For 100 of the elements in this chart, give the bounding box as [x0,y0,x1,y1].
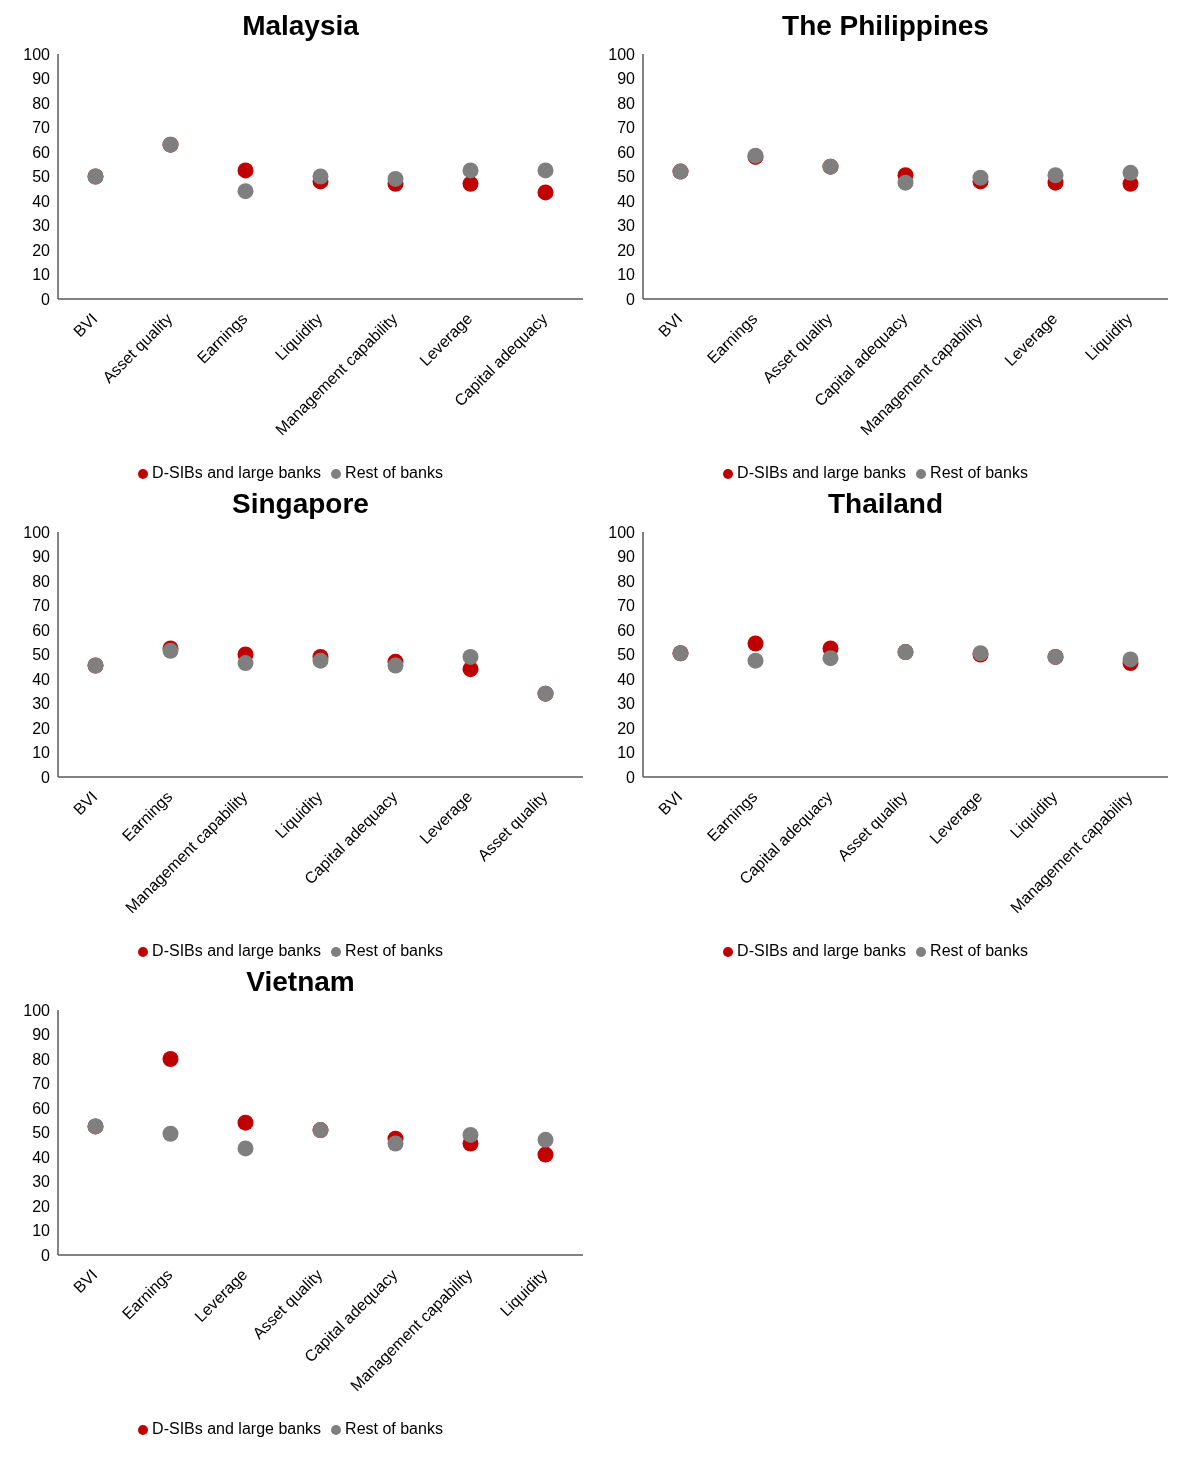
y-tick-label: 20 [617,241,636,259]
y-tick-label: 50 [617,168,636,186]
y-tick-label: 40 [32,670,51,688]
y-tick-label: 90 [32,548,51,566]
y-tick-label: 70 [32,597,51,615]
point [387,1135,404,1152]
point [747,635,764,652]
y-tick-label: 100 [608,45,636,63]
y-tick-label: 90 [32,70,51,88]
point [537,184,554,201]
y-tick-label: 10 [32,1222,51,1240]
y-tick-label: 20 [32,1197,51,1215]
point [237,183,254,200]
point [897,174,914,191]
y-tick-label: 30 [32,217,51,235]
point [312,168,329,185]
y-tick-label: 40 [617,192,636,210]
legend-label: D-SIBs and large banks [152,942,322,959]
chart-title: Malaysia [241,9,360,43]
legend-label: D-SIBs and large banks [737,942,907,959]
y-tick-label: 0 [41,1246,51,1264]
y-tick-label: 30 [32,695,51,713]
y-tick-label: 10 [32,744,51,762]
y-tick-label: 70 [32,119,51,137]
legend-label: Rest of banks [930,942,1028,959]
point [537,1146,554,1163]
legend-label: Rest of banks [345,464,443,481]
point [312,652,329,669]
chart-title: Singapore [231,487,370,521]
y-tick-label: 60 [32,621,51,639]
point [537,1131,554,1148]
y-tick-label: 100 [23,1001,51,1019]
y-tick-label: 70 [617,597,636,615]
y-tick-label: 50 [32,646,51,664]
y-tick-label: 60 [617,621,636,639]
y-tick-label: 100 [608,523,636,541]
y-tick-label: 60 [32,143,51,161]
point [462,175,479,192]
x-tick-label: BVI [655,309,686,341]
y-tick-label: 50 [32,168,51,186]
y-tick-label: 20 [32,719,51,737]
y-tick-label: 30 [32,1173,51,1191]
y-tick-label: 70 [32,1075,51,1093]
y-tick-label: 10 [32,266,51,284]
point [162,1051,179,1067]
y-tick-label: 40 [32,192,51,210]
legend-label: D-SIBs and large banks [152,464,322,481]
legend-label: D-SIBs and large banks [152,1420,322,1437]
point [462,1126,479,1143]
x-tick-label: BVI [70,309,101,341]
x-tick-label: BVI [70,1265,101,1297]
y-tick-label: 40 [32,1148,51,1166]
legend-label: Rest of banks [930,464,1028,481]
y-tick-label: 20 [32,241,51,259]
point [237,655,254,672]
y-tick-label: 90 [617,548,636,566]
point [162,1125,179,1142]
chart-title: Thailand [826,487,945,521]
y-tick-label: 0 [41,290,51,308]
y-tick-label: 10 [617,266,636,284]
y-tick-label: 30 [617,695,636,713]
point [972,169,989,186]
point [237,1140,254,1157]
y-tick-label: 100 [23,45,51,63]
point [822,650,839,667]
legend-label: Rest of banks [345,1420,443,1437]
y-tick-label: 80 [32,1050,51,1068]
y-tick-label: 90 [617,70,636,88]
y-tick-label: 40 [617,670,636,688]
y-tick-label: 30 [617,217,636,235]
point [1122,651,1139,668]
x-tick-label: BVI [70,787,101,819]
chart-title: Vietnam [245,965,356,999]
x-tick-label: BVI [655,787,686,819]
y-tick-label: 50 [617,646,636,664]
point [747,652,764,669]
y-tick-label: 100 [23,523,51,541]
y-tick-label: 80 [617,572,636,590]
point [237,1114,254,1131]
y-tick-label: 90 [32,1026,51,1044]
y-tick-label: 80 [32,94,51,112]
point [1122,164,1139,181]
y-tick-label: 60 [32,1099,51,1117]
chart-title: The Philippines [781,9,990,43]
y-tick-label: 20 [617,719,636,737]
y-tick-label: 0 [626,290,636,308]
y-tick-label: 0 [626,768,636,786]
y-tick-label: 60 [617,143,636,161]
y-tick-label: 50 [32,1124,51,1142]
y-tick-label: 0 [41,768,51,786]
y-tick-label: 80 [617,94,636,112]
y-tick-label: 10 [617,744,636,762]
legend-label: Rest of banks [345,942,443,959]
point [387,170,404,187]
point [462,162,479,179]
point [237,162,254,179]
point [1047,167,1064,184]
y-tick-label: 70 [617,119,636,137]
point [387,657,404,674]
point [462,648,479,665]
